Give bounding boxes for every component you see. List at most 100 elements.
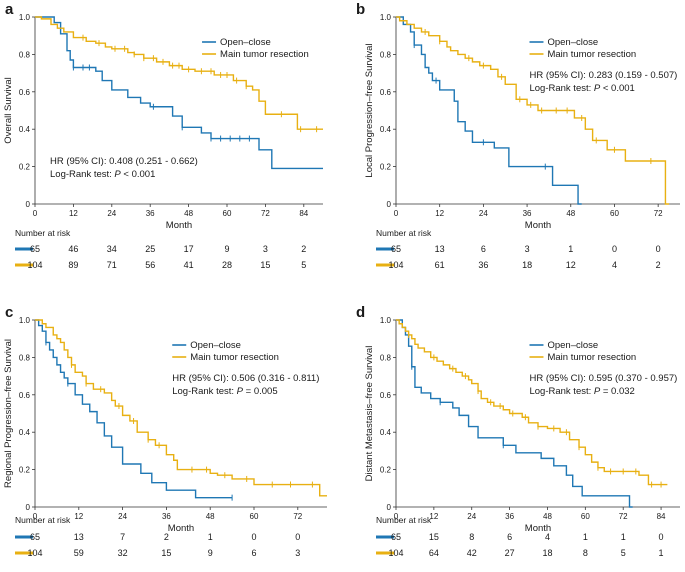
risk-value: 1 — [583, 532, 588, 542]
risk-value: 4 — [545, 532, 550, 542]
risk-value: 7 — [120, 532, 125, 542]
x-tick-label: 72 — [654, 209, 663, 218]
hr-text: HR (95% CI): 0.408 (0.251 - 0.662) — [50, 156, 198, 167]
y-axis-title: Overall Survival — [3, 77, 14, 144]
km-curve-open-close — [35, 319, 233, 499]
risk-value: 15 — [161, 548, 171, 558]
y-tick-label: 0.2 — [19, 163, 31, 172]
y-tick-label: 0.6 — [19, 391, 31, 400]
y-tick-label: 0.4 — [19, 428, 31, 437]
y-tick-label: 0.2 — [380, 466, 392, 475]
km-curve-open-close — [396, 319, 633, 508]
y-tick-label: 0 — [387, 503, 392, 512]
logrank-value: < 0.001 — [121, 169, 156, 180]
risk-value: 42 — [467, 548, 477, 558]
risk-value: 36 — [478, 260, 488, 270]
x-tick-label: 24 — [107, 209, 116, 218]
x-tick-label: 12 — [69, 209, 78, 218]
risk-value: 3 — [525, 244, 530, 254]
panel-letter: d — [356, 304, 365, 321]
legend-label: Open–close — [220, 37, 271, 48]
risk-value: 15 — [260, 260, 270, 270]
risk-value: 65 — [30, 244, 40, 254]
x-tick-label: 48 — [184, 209, 193, 218]
km-curve-open-close — [396, 16, 582, 205]
risk-value: 18 — [522, 260, 532, 270]
x-axis-title: Month — [166, 220, 192, 231]
risk-table-title: Number at risk — [376, 515, 432, 525]
x-tick-label: 0 — [394, 512, 399, 521]
y-axis-title: Distant Metastasis–free Survival — [364, 346, 375, 482]
risk-value: 5 — [621, 548, 626, 558]
legend-label: Main tumor resection — [547, 49, 636, 60]
x-tick-label: 0 — [33, 209, 38, 218]
risk-value: 9 — [208, 548, 213, 558]
x-tick-label: 84 — [299, 209, 308, 218]
risk-value: 1 — [568, 244, 573, 254]
risk-table-title: Number at risk — [15, 228, 71, 238]
risk-value: 25 — [145, 244, 155, 254]
logrank-p: P — [594, 83, 601, 94]
y-tick-label: 0.8 — [380, 353, 392, 362]
legend-label: Main tumor resection — [547, 352, 636, 363]
x-tick-label: 60 — [610, 209, 619, 218]
y-tick-label: 0.8 — [19, 50, 31, 59]
logrank-p: P — [237, 386, 244, 397]
risk-value: 6 — [251, 548, 256, 558]
risk-value: 1 — [208, 532, 213, 542]
y-tick-label: 0.2 — [19, 466, 31, 475]
risk-value: 0 — [656, 244, 661, 254]
y-tick-label: 1.0 — [380, 316, 392, 325]
logrank-value: < 0.001 — [600, 83, 635, 94]
y-tick-label: 1.0 — [19, 13, 31, 22]
risk-value: 71 — [107, 260, 117, 270]
x-tick-label: 48 — [543, 512, 552, 521]
risk-value: 28 — [222, 260, 232, 270]
y-tick-label: 1.0 — [380, 13, 392, 22]
risk-value: 65 — [391, 532, 401, 542]
logrank-p: P — [594, 386, 601, 397]
legend-label: Main tumor resection — [190, 352, 279, 363]
x-tick-label: 24 — [118, 512, 127, 521]
risk-value: 2 — [301, 244, 306, 254]
risk-value: 2 — [656, 260, 661, 270]
risk-value: 1 — [621, 532, 626, 542]
panel-letter: a — [5, 1, 14, 18]
x-tick-label: 36 — [146, 209, 155, 218]
x-tick-label: 12 — [74, 512, 83, 521]
x-tick-label: 60 — [223, 209, 232, 218]
risk-value: 27 — [505, 548, 515, 558]
logrank-prefix: Log-Rank test: — [172, 386, 236, 397]
x-tick-label: 24 — [479, 209, 488, 218]
x-tick-label: 48 — [566, 209, 575, 218]
logrank-text: Log-Rank test: P < 0.001 — [529, 83, 634, 94]
risk-value: 56 — [145, 260, 155, 270]
risk-value: 41 — [184, 260, 194, 270]
risk-value: 2 — [164, 532, 169, 542]
y-tick-label: 0 — [387, 200, 392, 209]
risk-value: 3 — [263, 244, 268, 254]
y-tick-label: 0.4 — [380, 428, 392, 437]
hr-text: HR (95% CI): 0.595 (0.370 - 0.957) — [529, 373, 677, 384]
y-tick-label: 0 — [26, 200, 31, 209]
logrank-text: Log-Rank test: P = 0.032 — [529, 386, 634, 397]
risk-value: 104 — [27, 260, 42, 270]
legend-label: Main tumor resection — [220, 49, 309, 60]
legend-label: Open–close — [190, 340, 241, 351]
y-tick-label: 0.2 — [380, 163, 392, 172]
risk-table-title: Number at risk — [15, 515, 71, 525]
risk-value: 17 — [184, 244, 194, 254]
km-curve-resection — [396, 319, 668, 486]
x-tick-label: 72 — [293, 512, 302, 521]
x-tick-label: 72 — [261, 209, 270, 218]
risk-value: 0 — [612, 244, 617, 254]
x-tick-label: 0 — [33, 512, 38, 521]
risk-value: 9 — [224, 244, 229, 254]
risk-value: 64 — [429, 548, 439, 558]
y-tick-label: 0.4 — [380, 125, 392, 134]
y-tick-label: 0.8 — [380, 50, 392, 59]
logrank-value: = 0.032 — [600, 386, 635, 397]
panel-b: b00.20.40.60.81.00 12 24 36 48 60 72MonthLocal… — [356, 1, 680, 270]
hr-text: HR (95% CI): 0.506 (0.316 - 0.811) — [172, 373, 319, 384]
risk-value: 32 — [118, 548, 128, 558]
